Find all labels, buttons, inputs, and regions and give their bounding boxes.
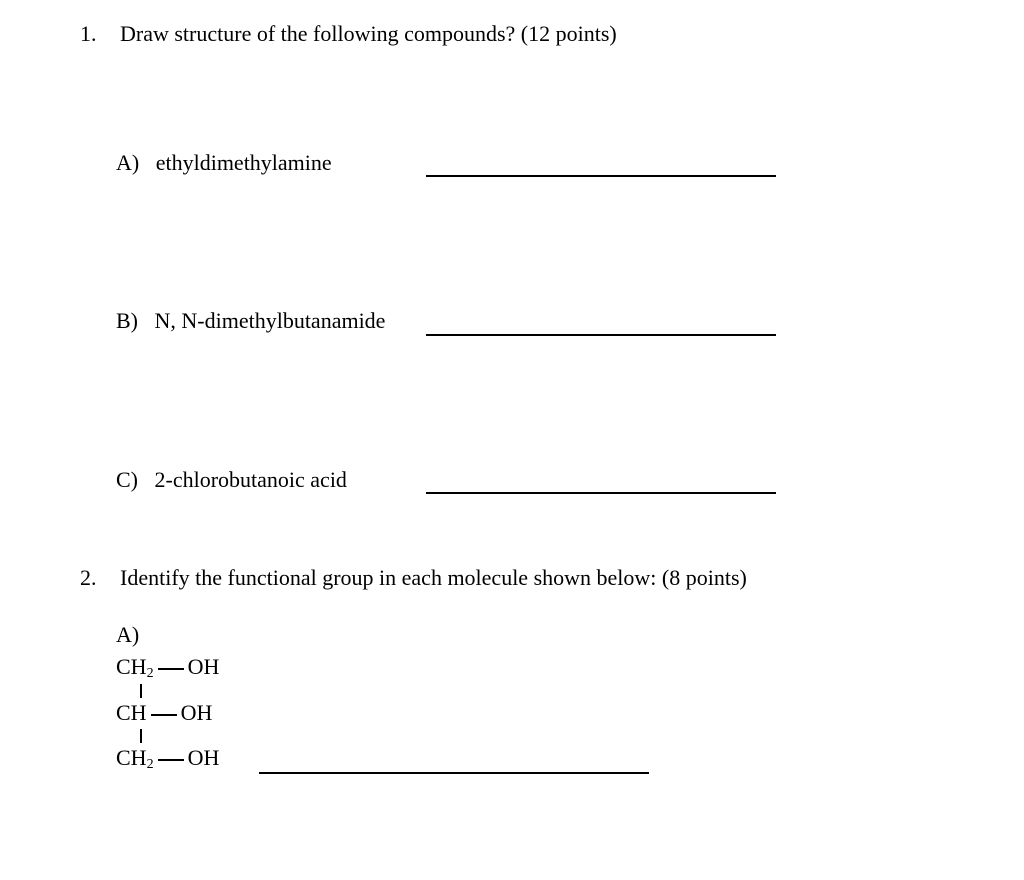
q2-header: 2. Identify the functional group in each… (80, 564, 944, 593)
q1-item-b: B) N, N-dimethylbutanamide (116, 307, 944, 336)
chem-line-3: CH2 OH (116, 745, 219, 774)
vbond-icon (140, 684, 142, 698)
q1-items: A) ethyldimethylamine B) N, N-dimethylbu… (116, 149, 944, 495)
vbond-icon (140, 729, 142, 743)
chem-line-1: CH2 OH (116, 654, 219, 683)
chem-l3-left: CH (116, 745, 147, 770)
q1-item-c-blank (426, 470, 776, 494)
chem-l3-sub: 2 (147, 757, 154, 772)
q1-item-c-letter: C) (116, 467, 138, 492)
q1-item-a-blank (426, 153, 776, 177)
chem-l1-sub: 2 (147, 666, 154, 681)
bond-icon (158, 759, 184, 761)
q1-item-a-name: ethyldimethylamine (156, 150, 332, 175)
q1-item-a-label: A) ethyldimethylamine (116, 149, 426, 178)
bond-icon (151, 714, 177, 716)
q1-item-b-name: N, N-dimethylbutanamide (155, 308, 386, 333)
worksheet-page: 1. Draw structure of the following compo… (0, 0, 1024, 880)
q1-item-a: A) ethyldimethylamine (116, 149, 944, 178)
q2-prompt: Identify the functional group in each mo… (120, 564, 747, 593)
q1-number: 1. (80, 20, 108, 49)
q1-header: 1. Draw structure of the following compo… (80, 20, 944, 49)
chem-line-2: CH OH (116, 700, 219, 726)
q2-part-a-blank (259, 750, 649, 774)
q2-part-a-left: A) CH2OH CHOH CH2OH (116, 621, 219, 774)
chem-l2-right: OH (181, 700, 213, 725)
q2-part-a-letter: A) (116, 621, 219, 650)
bond-icon (158, 668, 184, 670)
chem-l3-right: OH (188, 745, 220, 770)
q1-prompt: Draw structure of the following compound… (120, 20, 617, 49)
q1-item-c: C) 2-chlorobutanoic acid (116, 466, 944, 495)
chem-l2-left: CH (116, 700, 147, 725)
q1-item-c-name: 2-chlorobutanoic acid (155, 467, 347, 492)
chem-l1-right: OH (188, 654, 220, 679)
q1-item-b-letter: B) (116, 308, 138, 333)
q1-item-c-label: C) 2-chlorobutanoic acid (116, 466, 426, 495)
q2-part-a-structure: CH2OH CHOH CH2OH (116, 654, 219, 774)
q2-number: 2. (80, 564, 108, 593)
q1-item-b-label: B) N, N-dimethylbutanamide (116, 307, 426, 336)
q1-item-a-letter: A) (116, 150, 139, 175)
q1-item-b-blank (426, 312, 776, 336)
q2-part-a: A) CH2OH CHOH CH2OH (116, 621, 944, 774)
chem-l1-left: CH (116, 654, 147, 679)
